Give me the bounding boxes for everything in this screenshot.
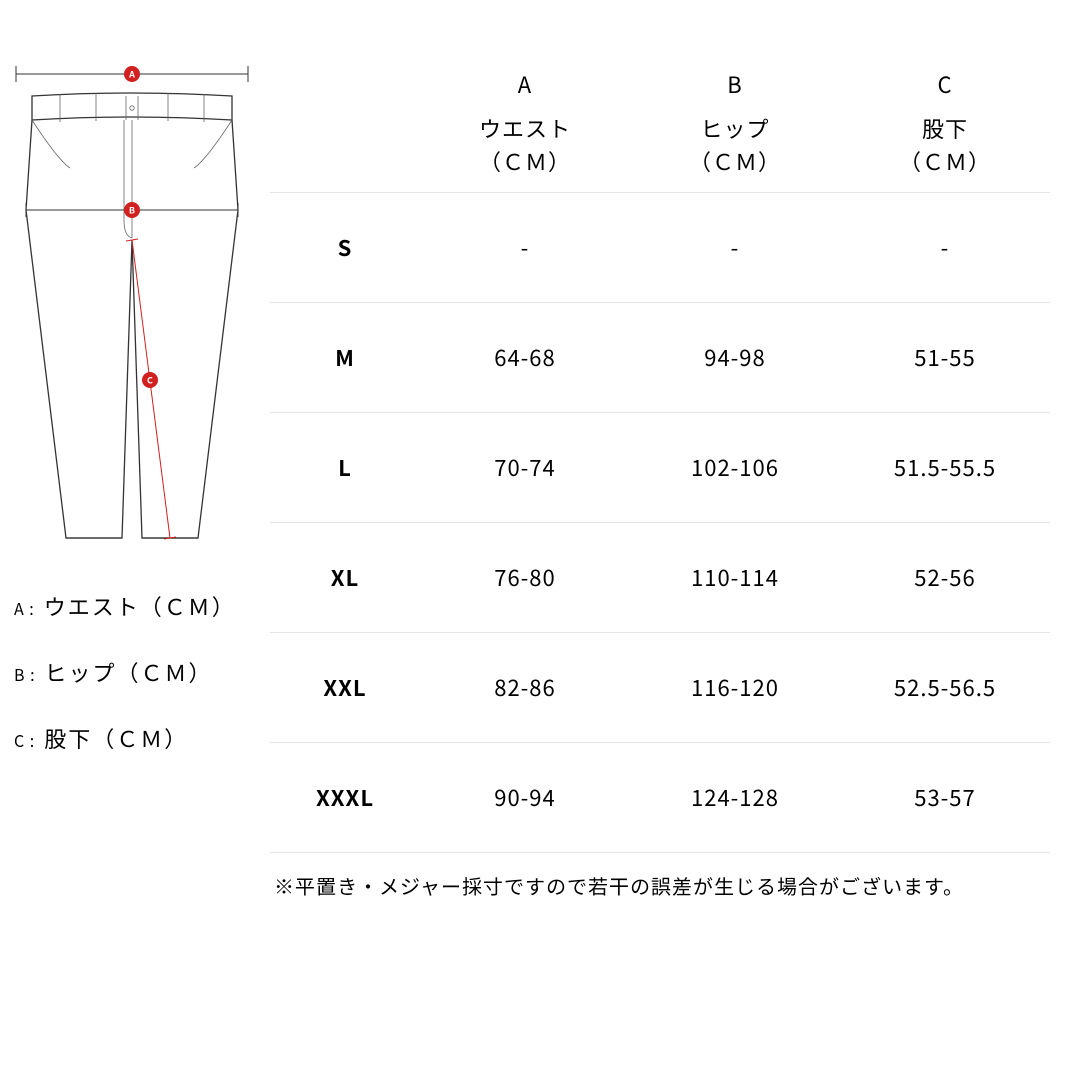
table-row: L 70-74 102-106 51.5-55.5: [270, 412, 1050, 522]
header-label: ウエスト （ＣＭ）: [420, 106, 630, 192]
left-column: A: [0, 0, 270, 1080]
size-cell: XL: [270, 522, 420, 632]
size-cell: M: [270, 302, 420, 412]
value-cell: 124-128: [630, 742, 840, 852]
value-cell: 116-120: [630, 632, 840, 742]
size-cell: L: [270, 412, 420, 522]
diagram-legend: A : ウエスト（ＣＭ） B : ヒップ（ＣＭ） C : 股下（ＣＭ）: [8, 590, 262, 754]
value-cell: -: [420, 192, 630, 302]
value-cell: 90-94: [420, 742, 630, 852]
legend-letter: C :: [14, 728, 35, 752]
value-cell: 70-74: [420, 412, 630, 522]
legend-text: ヒップ（ＣＭ）: [44, 656, 212, 688]
header-label: 股下 （ＣＭ）: [840, 106, 1050, 192]
pants-diagram: A: [8, 60, 256, 560]
header-letter: C: [840, 50, 1050, 106]
size-table: A B C ウエスト （ＣＭ） ヒップ （ＣＭ） 股下 （ＣＭ） S - - -: [270, 50, 1050, 853]
table-row: S - - -: [270, 192, 1050, 302]
legend-letter: A :: [14, 596, 35, 620]
value-cell: -: [840, 192, 1050, 302]
value-cell: 76-80: [420, 522, 630, 632]
value-cell: 51-55: [840, 302, 1050, 412]
legend-letter: B :: [14, 662, 36, 686]
legend-text: ウエスト（ＣＭ）: [44, 590, 236, 622]
value-cell: 64-68: [420, 302, 630, 412]
size-cell: XXXL: [270, 742, 420, 852]
size-cell: XXL: [270, 632, 420, 742]
value-cell: -: [630, 192, 840, 302]
value-cell: 52.5-56.5: [840, 632, 1050, 742]
header-label: ヒップ （ＣＭ）: [630, 106, 840, 192]
legend-row: B : ヒップ（ＣＭ）: [14, 656, 262, 688]
marker-b-label: B: [129, 204, 135, 217]
value-cell: 51.5-55.5: [840, 412, 1050, 522]
header-letter: B: [630, 50, 840, 106]
header-label-row: ウエスト （ＣＭ） ヒップ （ＣＭ） 股下 （ＣＭ）: [270, 106, 1050, 192]
size-table-body: S - - - M 64-68 94-98 51-55 L 70-74 102-…: [270, 192, 1050, 852]
value-cell: 82-86: [420, 632, 630, 742]
legend-text: 股下（ＣＭ）: [44, 722, 188, 754]
size-cell: S: [270, 192, 420, 302]
table-row: M 64-68 94-98 51-55: [270, 302, 1050, 412]
marker-c-label: C: [147, 374, 153, 387]
value-cell: 110-114: [630, 522, 840, 632]
value-cell: 94-98: [630, 302, 840, 412]
table-row: XXXL 90-94 124-128 53-57: [270, 742, 1050, 852]
right-column: A B C ウエスト （ＣＭ） ヒップ （ＣＭ） 股下 （ＣＭ） S - - -: [270, 0, 1080, 1080]
legend-row: C : 股下（ＣＭ）: [14, 722, 262, 754]
size-chart-page: A: [0, 0, 1080, 1080]
value-cell: 53-57: [840, 742, 1050, 852]
marker-a-label: A: [128, 68, 135, 81]
value-cell: 52-56: [840, 522, 1050, 632]
header-letter-row: A B C: [270, 50, 1050, 106]
header-letter: A: [420, 50, 630, 106]
pants-svg: A: [8, 60, 256, 560]
measurement-note: ※平置き・メジャー採寸ですので若干の誤差が生じる場合がございます。: [270, 853, 1050, 900]
value-cell: 102-106: [630, 412, 840, 522]
table-row: XL 76-80 110-114 52-56: [270, 522, 1050, 632]
table-row: XXL 82-86 116-120 52.5-56.5: [270, 632, 1050, 742]
legend-row: A : ウエスト（ＣＭ）: [14, 590, 262, 622]
